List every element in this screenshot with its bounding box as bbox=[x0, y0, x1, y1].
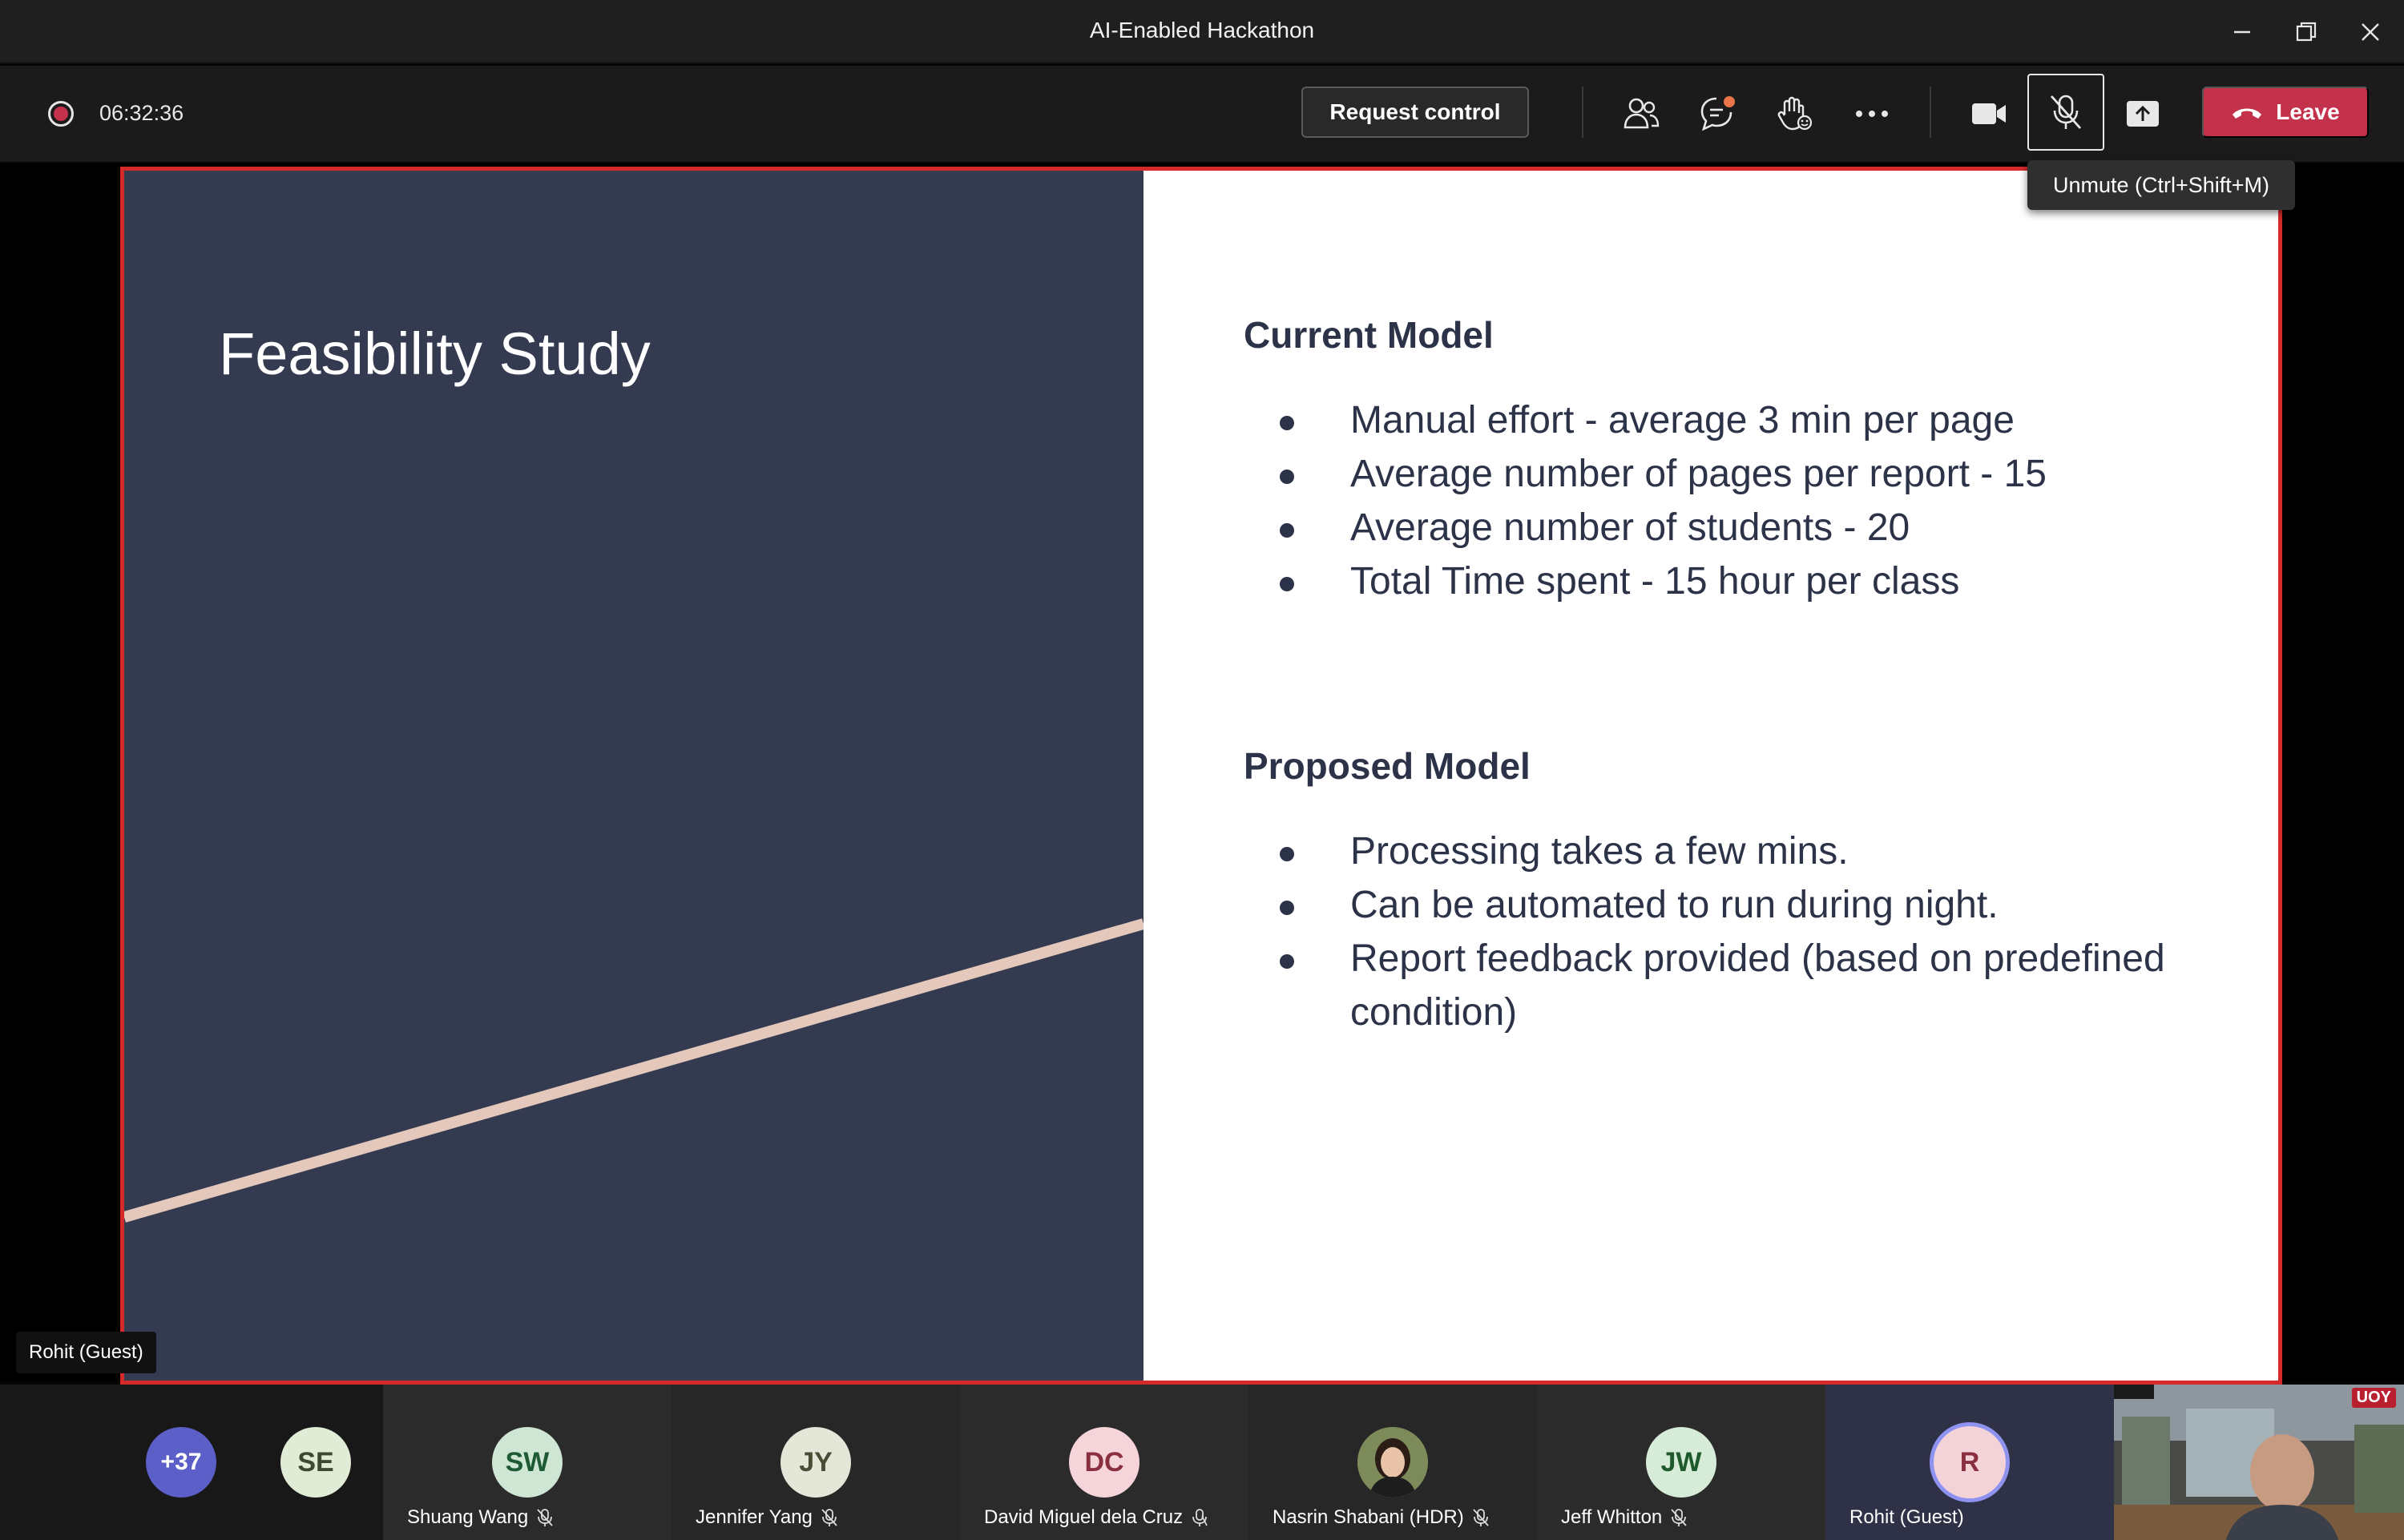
list-item: Total Time spent - 15 hour per class bbox=[1280, 554, 2201, 608]
proposed-model-heading: Proposed Model bbox=[1244, 745, 1531, 787]
minimize-icon[interactable] bbox=[2221, 13, 2263, 51]
participant-strip: +37 SE SW Shuang Wang JY Jennifer Yang D… bbox=[0, 1385, 2404, 1540]
share-icon[interactable] bbox=[2112, 85, 2173, 143]
self-video-preview[interactable]: UOY bbox=[2114, 1385, 2404, 1540]
self-video-frame bbox=[2114, 1385, 2404, 1540]
close-icon[interactable] bbox=[2350, 13, 2391, 51]
mic-icon bbox=[1192, 1509, 1208, 1526]
list-item: Manual effort - average 3 min per page bbox=[1280, 393, 2201, 447]
slide-content-panel: Current Model Manual effort - average 3 … bbox=[1144, 171, 2278, 1381]
avatar-photo bbox=[1357, 1427, 1428, 1498]
participant-name: Nasrin Shabani (HDR) bbox=[1273, 1506, 1464, 1528]
list-item: Report feedback provided (based on prede… bbox=[1280, 932, 2201, 1039]
list-item: Can be automated to run during night. bbox=[1280, 878, 2201, 932]
mic-off-icon bbox=[537, 1509, 553, 1526]
restore-icon[interactable] bbox=[2285, 13, 2327, 51]
toolbar-divider bbox=[1930, 87, 1931, 138]
participant-tile-nasrin-shabani[interactable]: Nasrin Shabani (HDR) bbox=[1248, 1385, 1537, 1540]
unmute-tooltip: Unmute (Ctrl+Shift+M) bbox=[2027, 160, 2295, 210]
participant-tile-shuang-wang[interactable]: SW Shuang Wang bbox=[383, 1385, 672, 1540]
slide-title-panel: Feasibility Study bbox=[124, 171, 1144, 1381]
participant-tile-jeff-whitton[interactable]: JW Jeff Whitton bbox=[1537, 1385, 1825, 1540]
avatar: JY bbox=[780, 1427, 851, 1498]
request-control-button[interactable]: Request control bbox=[1301, 87, 1529, 138]
toolbar-divider bbox=[1582, 87, 1583, 138]
title-bar: AI-Enabled Hackathon bbox=[0, 0, 2404, 64]
current-model-list: Manual effort - average 3 min per page A… bbox=[1280, 393, 2201, 608]
participant-name: Jennifer Yang bbox=[696, 1506, 813, 1528]
mic-off-icon bbox=[2050, 95, 2082, 129]
list-item: Average number of students - 20 bbox=[1280, 501, 2201, 554]
current-model-heading: Current Model bbox=[1244, 314, 1494, 356]
recording-icon bbox=[48, 101, 74, 127]
avatar[interactable]: SE bbox=[280, 1427, 351, 1498]
avatar: DC bbox=[1069, 1427, 1139, 1498]
slide-title: Feasibility Study bbox=[219, 320, 651, 387]
meeting-toolbar: 06:32:36 Request control Leave bbox=[0, 66, 2404, 162]
avatar: SW bbox=[492, 1427, 563, 1498]
avatar: R bbox=[1930, 1422, 2010, 1502]
camera-icon[interactable] bbox=[1958, 85, 2019, 143]
presentation-slide: Feasibility Study Current Model Manual e… bbox=[120, 167, 2282, 1385]
mic-off-icon bbox=[821, 1509, 837, 1526]
self-view-badge: UOY bbox=[2351, 1388, 2396, 1408]
participant-tile-david-miguel-dela-cruz[interactable]: DC David Miguel dela Cruz bbox=[960, 1385, 1248, 1540]
window-title: AI-Enabled Hackathon bbox=[1089, 18, 1315, 42]
participant-name: David Miguel dela Cruz bbox=[984, 1506, 1184, 1528]
participant-name: Shuang Wang bbox=[407, 1506, 529, 1528]
avatar bbox=[1357, 1427, 1428, 1498]
avatar: JW bbox=[1646, 1427, 1716, 1498]
more-icon[interactable] bbox=[1841, 85, 1902, 143]
mic-off-icon bbox=[1671, 1509, 1687, 1526]
people-icon[interactable] bbox=[1611, 85, 1672, 143]
overflow-participants-button[interactable]: +37 bbox=[146, 1427, 216, 1498]
meeting-timer: 06:32:36 bbox=[99, 101, 184, 125]
raise-hand-icon[interactable] bbox=[1765, 85, 1825, 143]
proposed-model-list: Processing takes a few mins. Can be auto… bbox=[1280, 824, 2201, 1039]
list-item: Processing takes a few mins. bbox=[1280, 824, 2201, 878]
mute-toggle-button[interactable] bbox=[2027, 74, 2104, 151]
participant-tile-jennifer-yang[interactable]: JY Jennifer Yang bbox=[672, 1385, 960, 1540]
participant-name: Rohit (Guest) bbox=[1849, 1506, 1964, 1528]
leave-button[interactable]: Leave bbox=[2202, 87, 2369, 138]
participant-tile-rohit-guest[interactable]: R Rohit (Guest) bbox=[1825, 1385, 2114, 1540]
participant-name: Jeff Whitton bbox=[1561, 1506, 1663, 1528]
chat-icon[interactable] bbox=[1688, 85, 1749, 143]
phone-hangup-icon bbox=[2233, 108, 2262, 119]
leave-label: Leave bbox=[2276, 99, 2340, 124]
shared-screen-stage: Feasibility Study Current Model Manual e… bbox=[0, 163, 2404, 1385]
slide-accent-line bbox=[124, 918, 1144, 1223]
list-item: Average number of pages per report - 15 bbox=[1280, 447, 2201, 501]
presenter-name-tag: Rohit (Guest) bbox=[16, 1332, 156, 1373]
mic-off-icon bbox=[1473, 1509, 1489, 1526]
